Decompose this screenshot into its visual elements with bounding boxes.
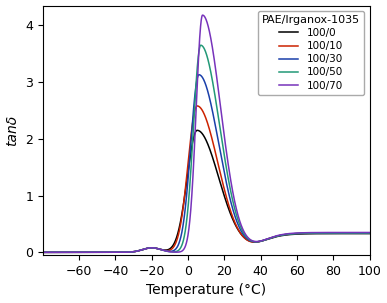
100/70 bbox=[357, 231, 362, 234]
100/30 bbox=[178, 238, 182, 242]
Line: 100/0: 100/0 bbox=[43, 130, 370, 252]
100/0 bbox=[278, 234, 283, 238]
100/0 bbox=[41, 251, 45, 254]
100/0 bbox=[195, 128, 199, 132]
100/30 bbox=[196, 74, 200, 78]
100/10 bbox=[41, 251, 45, 254]
100/50 bbox=[341, 231, 346, 235]
100/50 bbox=[196, 57, 200, 61]
X-axis label: Temperature (°C): Temperature (°C) bbox=[146, 283, 266, 298]
Line: 100/10: 100/10 bbox=[43, 106, 370, 252]
100/70 bbox=[196, 66, 200, 70]
100/50 bbox=[357, 231, 362, 235]
100/0 bbox=[180, 208, 185, 211]
100/10 bbox=[341, 231, 346, 235]
100/50 bbox=[180, 241, 185, 245]
100/10 bbox=[357, 231, 362, 235]
100/30 bbox=[41, 251, 45, 254]
100/10 bbox=[278, 234, 283, 237]
100/70 bbox=[200, 13, 205, 17]
100/70 bbox=[180, 249, 185, 252]
100/10 bbox=[195, 104, 199, 108]
100/0 bbox=[341, 232, 346, 235]
100/10 bbox=[178, 225, 182, 229]
100/30 bbox=[278, 234, 283, 237]
100/0 bbox=[178, 222, 182, 226]
100/30 bbox=[367, 231, 372, 235]
100/30 bbox=[357, 231, 362, 235]
100/0 bbox=[367, 232, 372, 235]
100/50 bbox=[41, 251, 45, 254]
100/70 bbox=[41, 251, 45, 254]
100/0 bbox=[357, 232, 362, 235]
Y-axis label: tanδ: tanδ bbox=[5, 115, 20, 146]
100/30 bbox=[197, 73, 201, 77]
100/70 bbox=[178, 250, 182, 254]
Line: 100/70: 100/70 bbox=[43, 15, 370, 252]
100/10 bbox=[196, 104, 200, 108]
100/10 bbox=[180, 209, 185, 213]
100/70 bbox=[341, 231, 346, 234]
100/50 bbox=[278, 234, 283, 237]
100/10 bbox=[367, 231, 372, 235]
100/30 bbox=[180, 226, 185, 229]
Line: 100/50: 100/50 bbox=[43, 45, 370, 252]
100/50 bbox=[178, 247, 182, 251]
100/50 bbox=[367, 231, 372, 235]
100/50 bbox=[199, 43, 203, 47]
100/0 bbox=[196, 129, 200, 132]
100/70 bbox=[367, 231, 372, 234]
100/70 bbox=[278, 233, 283, 237]
Legend: 100/0, 100/10, 100/30, 100/50, 100/70: 100/0, 100/10, 100/30, 100/50, 100/70 bbox=[258, 11, 364, 95]
Line: 100/30: 100/30 bbox=[43, 75, 370, 252]
100/30 bbox=[341, 231, 346, 235]
